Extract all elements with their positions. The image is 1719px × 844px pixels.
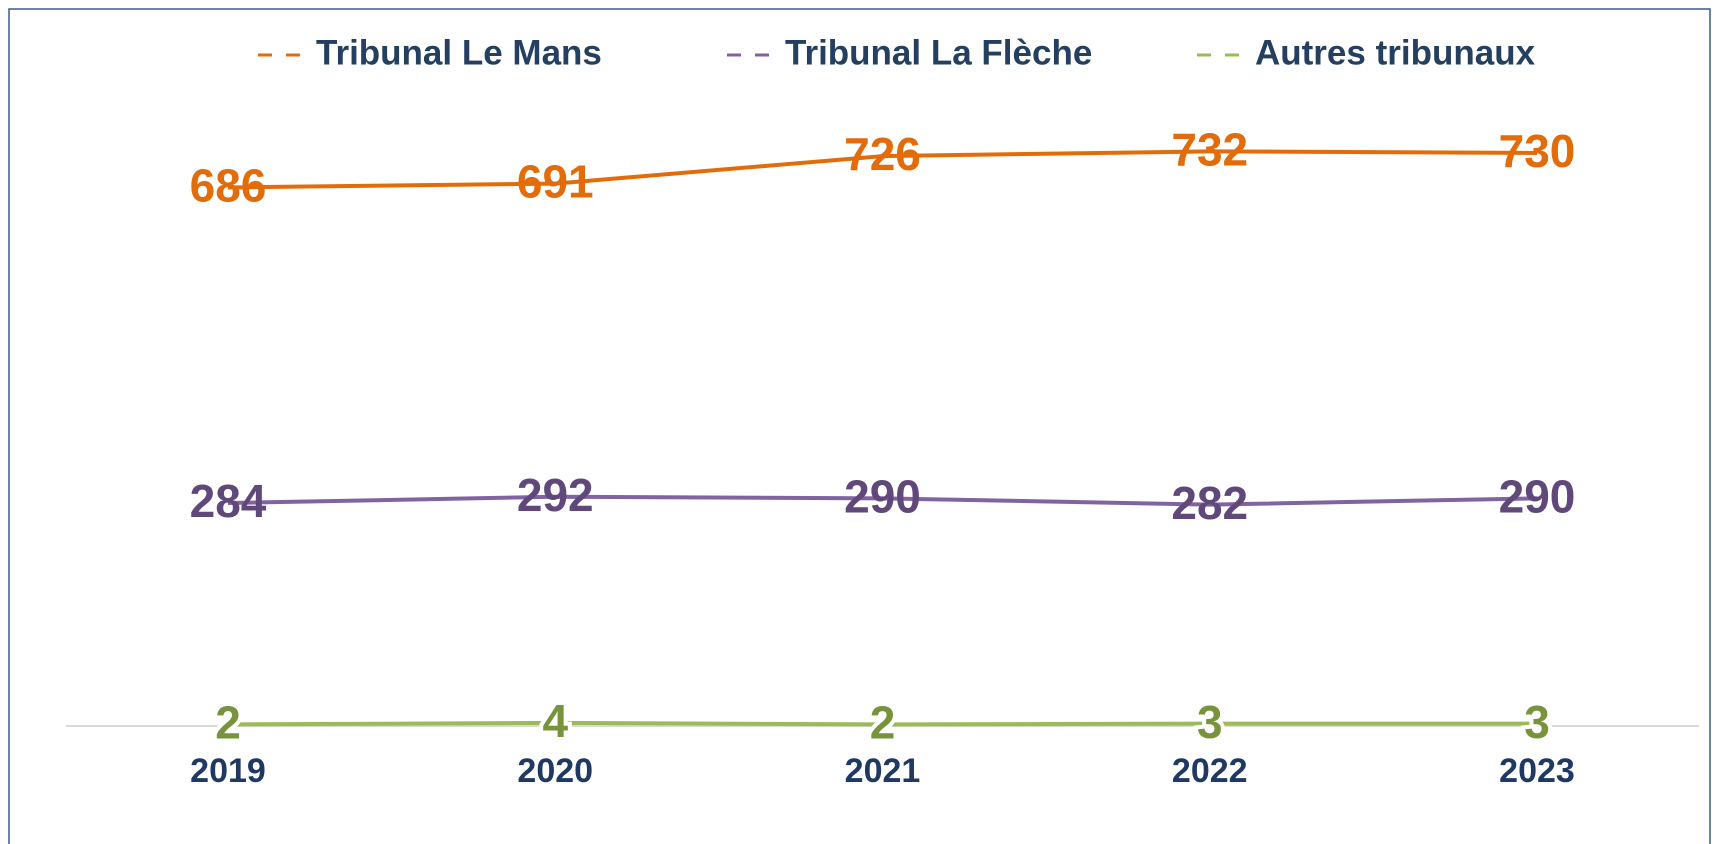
series-line xyxy=(227,720,1537,727)
data-label: 730 xyxy=(1499,125,1576,177)
data-label: 3 xyxy=(1197,696,1223,748)
data-label: 4 xyxy=(542,695,568,747)
data-label: 284 xyxy=(190,475,267,527)
data-label: 691 xyxy=(517,156,594,208)
series-line xyxy=(227,149,1538,190)
series-line xyxy=(227,494,1538,507)
x-tick-label: 2023 xyxy=(1499,752,1575,790)
data-label: 732 xyxy=(1171,124,1248,176)
data-label: 292 xyxy=(517,469,594,521)
data-label: 290 xyxy=(844,471,921,523)
data-label: 2 xyxy=(870,697,896,749)
x-tick-label: 2021 xyxy=(845,752,921,790)
data-label: 290 xyxy=(1499,471,1576,523)
data-label: 686 xyxy=(190,160,267,212)
chart-border xyxy=(8,8,1711,844)
data-label: 726 xyxy=(844,128,921,180)
data-label: 282 xyxy=(1171,477,1248,529)
data-label: 2 xyxy=(215,697,241,749)
legend-label: Tribunal La Flèche xyxy=(785,33,1092,72)
legend-label: Tribunal Le Mans xyxy=(316,33,602,72)
x-tick-label: 2022 xyxy=(1172,752,1248,790)
legend-label: Autres tribunaux xyxy=(1255,33,1536,72)
data-label: 3 xyxy=(1524,696,1550,748)
x-tick-label: 2020 xyxy=(517,752,593,790)
x-tick-label: 2019 xyxy=(190,752,266,790)
